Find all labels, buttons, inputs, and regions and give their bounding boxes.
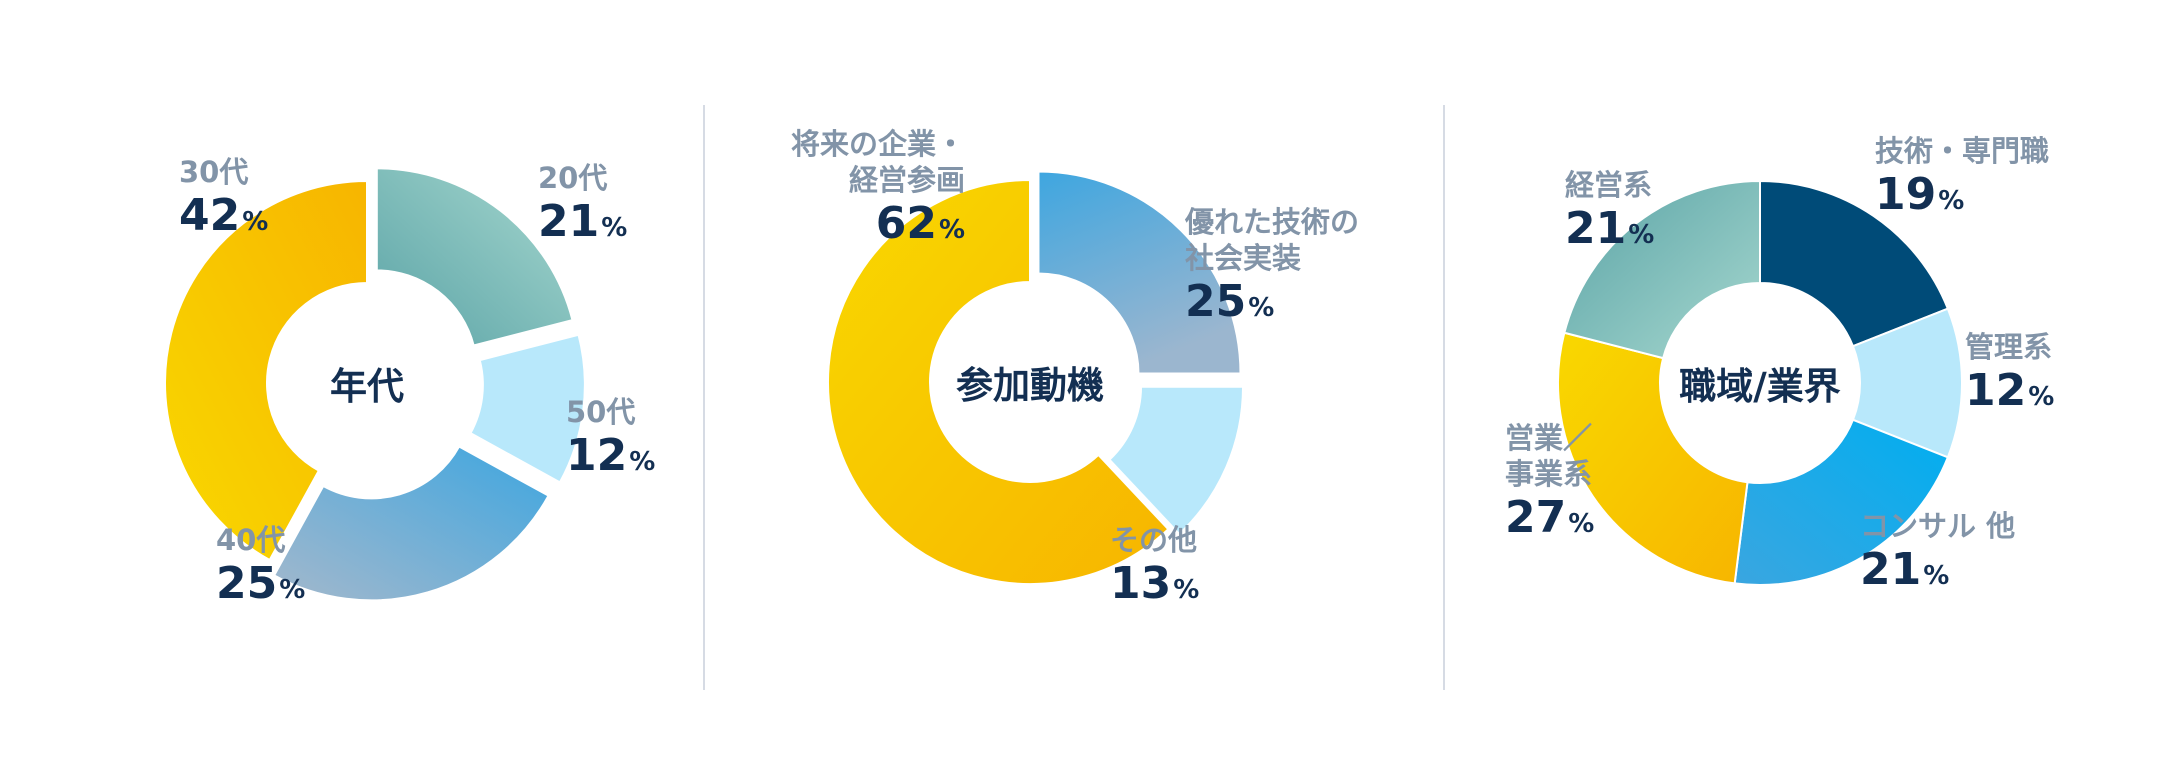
chart-center-label: 年代 <box>330 365 404 408</box>
donut-slice-1 <box>469 333 586 484</box>
donut-slice-2 <box>827 178 1170 585</box>
slice-label-50s: 50代 12% <box>566 395 656 481</box>
donut-slice-2 <box>272 445 550 602</box>
slice-label-40s: 40代 25% <box>216 523 306 609</box>
donut-slice-0 <box>1759 179 1950 348</box>
slice-label-executive: 経営系 21% <box>1565 168 1655 254</box>
slice-label-future-management: 将来の企業・ 経営参画 62% <box>790 127 965 249</box>
donut-slice-3 <box>1557 331 1749 585</box>
chart-center-label: 職域/業界 <box>1679 365 1841 408</box>
slice-label-sales: 営業／ 事業系 27% <box>1505 421 1595 543</box>
donut-slice-3 <box>164 179 368 562</box>
chart-panel-motivation: 参加動機 優れた技術の 社会実装 25% その他 13% 将来の企業・ 経営参画… <box>705 0 1445 780</box>
slice-label-management-admin: 管理系 12% <box>1965 330 2055 416</box>
divider-right <box>1443 105 1445 690</box>
slice-label-technical: 技術・専門職 19% <box>1875 134 2050 220</box>
divider-left <box>703 105 705 690</box>
donut-chart-age <box>164 167 586 602</box>
chart-panel-age: 年代 20代 21% 50代 12% 40代 25% 30代 42% <box>0 0 703 780</box>
chart-center-label: 参加動機 <box>956 364 1104 407</box>
donut-chart-occupation <box>1557 179 1963 586</box>
donut-slice-2 <box>1733 418 1950 586</box>
slice-label-consulting: コンサル 他 21% <box>1860 509 2016 595</box>
donut-chart-motivation <box>827 170 1245 585</box>
slice-label-30s: 30代 42% <box>179 155 269 241</box>
donut-slice-0 <box>375 167 574 347</box>
donut-slice-4 <box>1563 179 1761 360</box>
slice-label-other: その他 13% <box>1110 523 1200 609</box>
slice-label-tech-implementation: 優れた技術の 社会実装 25% <box>1185 205 1360 327</box>
donut-slice-0 <box>1037 170 1242 375</box>
slice-label-20s: 20代 21% <box>538 161 628 247</box>
donut-slice-1 <box>1108 385 1245 536</box>
chart-panel-occupation: 職域/業界 技術・専門職 19% 管理系 12% コンサル 他 21% 営業／ … <box>1445 0 2178 780</box>
